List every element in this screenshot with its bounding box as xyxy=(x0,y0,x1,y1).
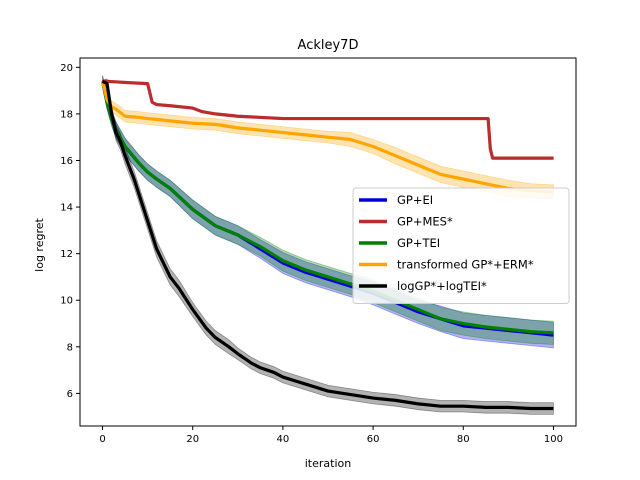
x-tick-label: 100 xyxy=(544,434,563,445)
line-series-3 xyxy=(100,80,554,194)
legend-label: GP+TEI xyxy=(397,236,440,250)
x-tick-label: 0 xyxy=(99,434,105,445)
x-axis-ticks: 0 20 40 60 80 100 xyxy=(99,426,563,445)
x-axis-label: iteration xyxy=(305,457,351,470)
y-axis-ticks: 6 8 10 12 14 16 18 20 xyxy=(60,63,80,400)
legend-label: transformed GP*+ERM* xyxy=(397,258,534,272)
x-tick-label: 40 xyxy=(277,434,290,445)
y-tick-label: 18 xyxy=(60,109,73,120)
plot-area-frame xyxy=(79,57,577,427)
y-tick-label: 6 xyxy=(67,389,73,400)
chart-title: Ackley7D xyxy=(298,38,359,53)
legend-label: GP+EI xyxy=(397,193,433,207)
legend-box xyxy=(352,187,570,304)
band-series-4 xyxy=(102,78,554,415)
line-series-1 xyxy=(102,79,554,160)
y-tick-label: 8 xyxy=(67,342,73,353)
line-series-4 xyxy=(101,79,554,411)
legend-label: GP+MES* xyxy=(397,215,453,229)
series-lines xyxy=(100,79,554,411)
line-series-2 xyxy=(100,80,554,335)
y-tick-label: 20 xyxy=(60,63,73,74)
x-tick-label: 60 xyxy=(367,434,380,445)
x-tick-label: 20 xyxy=(186,434,199,445)
legend: GP+EI GP+MES* GP+TEI transformed GP*+ERM* lo… xyxy=(352,187,570,304)
y-tick-label: 14 xyxy=(60,203,73,214)
y-tick-label: 10 xyxy=(60,296,73,307)
x-tick-label: 80 xyxy=(457,434,470,445)
band-series-0 xyxy=(102,75,554,349)
y-tick-label: 12 xyxy=(60,249,73,260)
y-axis-label: log regret xyxy=(33,217,46,271)
legend-label: logGP*+logTEI* xyxy=(397,279,487,293)
y-tick-label: 16 xyxy=(60,156,73,167)
